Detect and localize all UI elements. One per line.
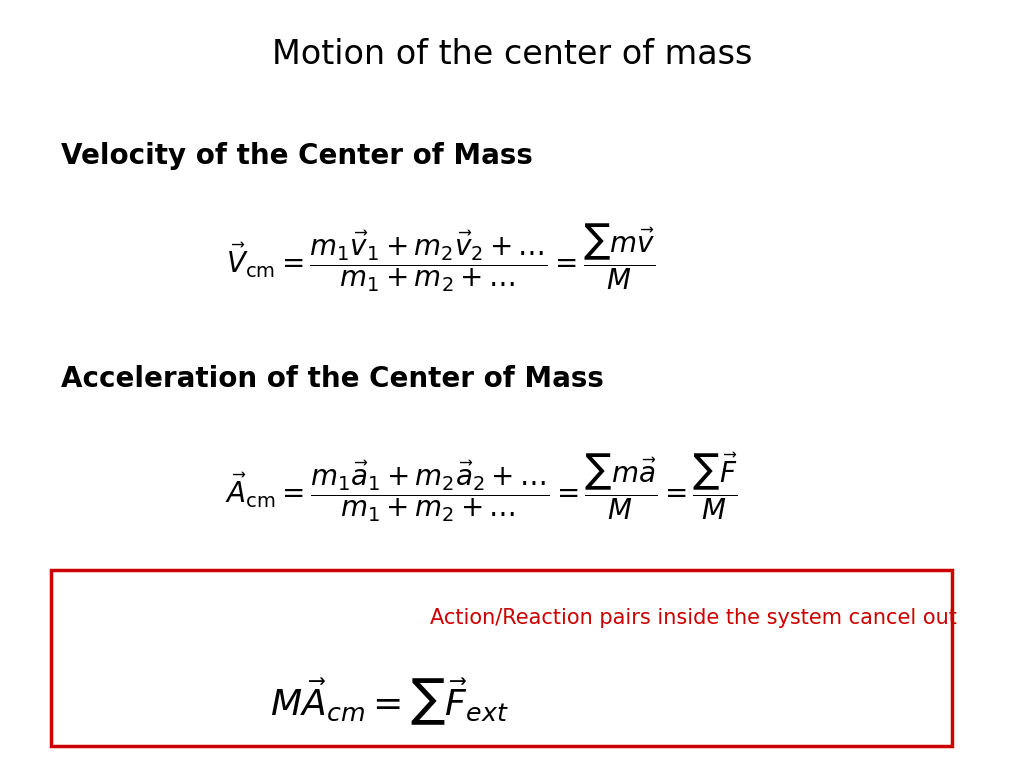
Text: Velocity of the Center of Mass: Velocity of the Center of Mass xyxy=(61,142,534,170)
Text: $\vec{V}_{\mathrm{cm}} = \dfrac{m_1\vec{v}_1 + m_2\vec{v}_2 + \ldots}{m_1 + m_2 : $\vec{V}_{\mathrm{cm}} = \dfrac{m_1\vec{… xyxy=(225,221,655,293)
Text: $\vec{A}_{\mathrm{cm}} = \dfrac{m_1\vec{a}_1 + m_2\vec{a}_2 + \ldots}{m_1 + m_2 : $\vec{A}_{\mathrm{cm}} = \dfrac{m_1\vec{… xyxy=(225,451,737,525)
Text: Motion of the center of mass: Motion of the center of mass xyxy=(271,38,753,71)
Text: Acceleration of the Center of Mass: Acceleration of the Center of Mass xyxy=(61,365,604,392)
Text: Action/Reaction pairs inside the system cancel out: Action/Reaction pairs inside the system … xyxy=(430,608,957,628)
FancyBboxPatch shape xyxy=(51,570,952,746)
Text: $M\vec{A}_{cm} = \sum \vec{F}_{ext}$: $M\vec{A}_{cm} = \sum \vec{F}_{ext}$ xyxy=(269,677,509,728)
